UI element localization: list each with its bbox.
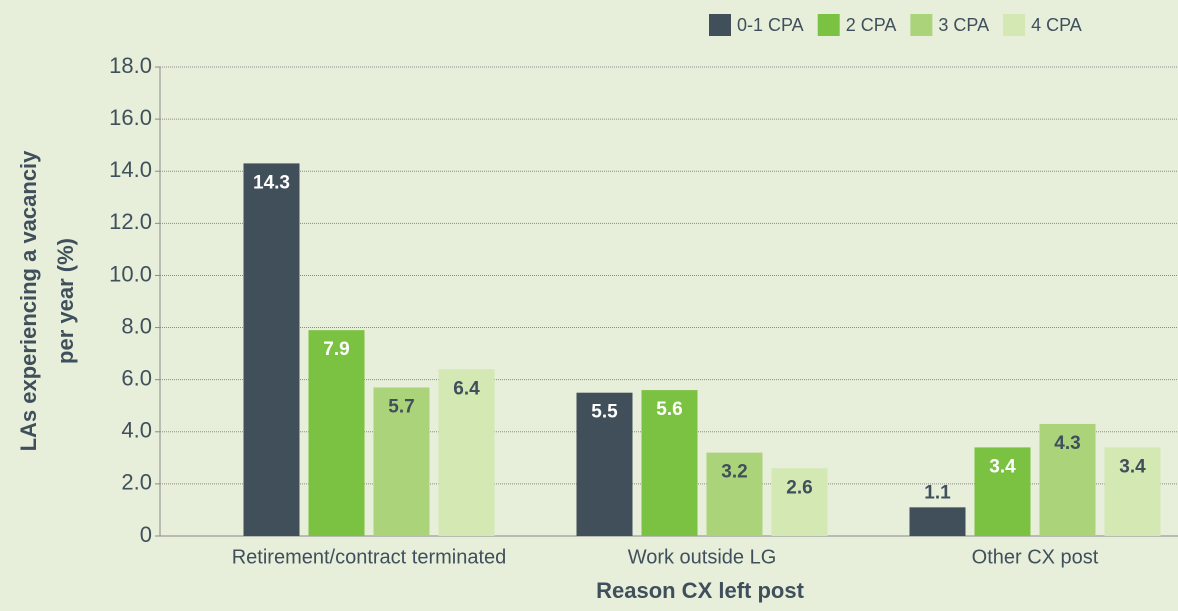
bar [373,387,430,536]
y-tick-label: 18.0 [109,53,152,78]
data-label: 3.2 [721,462,747,483]
y-tick-label: 8.0 [121,313,152,338]
data-label: 6.4 [453,378,480,399]
data-label: 5.6 [656,399,682,420]
bar [1039,423,1096,536]
data-label: 5.5 [591,402,618,423]
x-axis-title: Reason CX left post [596,578,804,603]
data-label: 3.4 [989,456,1016,477]
y-tick-label: 14.0 [109,157,152,182]
data-label: 5.7 [388,396,414,417]
bar [243,163,300,536]
data-label: 14.3 [253,172,290,193]
x-tick-label: Retirement/contract terminated [232,546,507,568]
legend-swatch [1003,14,1026,36]
x-tick-label: Other CX post [972,546,1099,568]
data-label: 1.1 [924,482,951,503]
bar [706,452,763,536]
bar [974,447,1031,536]
y-tick-label: 12.0 [109,209,152,234]
bar [1104,447,1161,536]
legend-label: 3 CPA [938,15,989,35]
bar [438,369,495,536]
x-tick-label: Work outside LG [628,546,777,568]
legend-label: 2 CPA [846,15,897,35]
data-label: 2.6 [786,477,812,498]
y-tick-label: 16.0 [109,105,152,130]
bar [641,390,698,536]
data-label: 7.9 [323,339,349,360]
y-tick-label: 4.0 [121,418,152,443]
data-label: 4.3 [1054,433,1080,454]
bar [308,330,365,536]
legend-swatch [817,14,840,36]
y-tick-label: 2.0 [121,470,152,495]
bar [771,468,828,536]
legend-swatch [709,14,731,36]
y-axis-title: per year (%) [53,238,78,364]
y-tick-label: 10.0 [109,261,152,286]
y-tick-label: 6.0 [121,365,152,390]
legend-label: 0-1 CPA [737,15,804,35]
y-axis-title: LAs experiencing a vacanciy [16,150,41,452]
bar [576,392,633,536]
legend-label: 4 CPA [1031,15,1082,35]
data-label: 3.4 [1119,456,1146,477]
bar [909,507,966,536]
y-tick-label: 0 [140,522,152,547]
legend-swatch [910,14,933,36]
